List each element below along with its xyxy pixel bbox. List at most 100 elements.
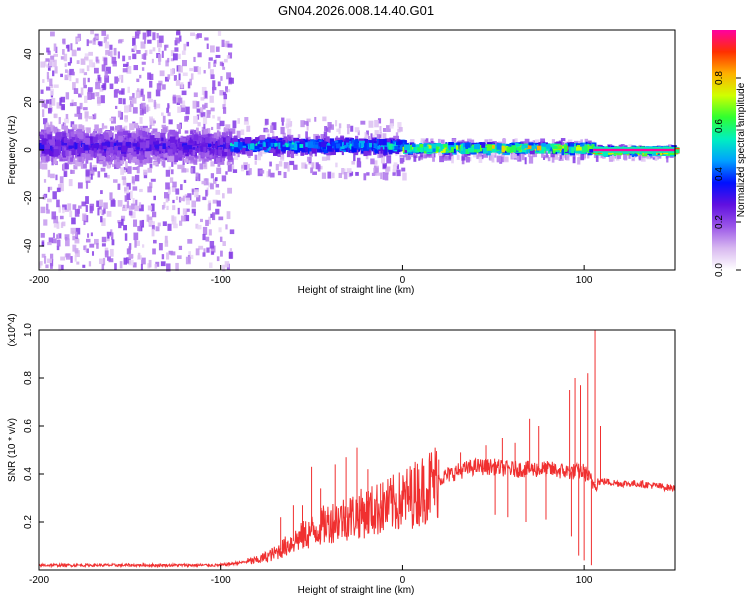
spectrogram-cell: [208, 57, 213, 61]
spectrogram-cell: [121, 218, 124, 226]
spectrogram-cell: [80, 162, 84, 169]
spectrogram-cell: [109, 83, 114, 90]
spectrogram-cell: [215, 142, 218, 149]
spectrogram-cell: [191, 135, 195, 140]
spectrogram-cell: [542, 155, 546, 160]
spectrogram-cell: [74, 248, 79, 254]
spectrogram-cell: [315, 146, 321, 153]
spectrogram-cell: [396, 169, 401, 177]
spectrogram-cell: [46, 128, 50, 134]
spectrogram-cell: [517, 153, 522, 162]
spectrogram-cell: [188, 140, 195, 147]
spectrogram-cell: [197, 52, 202, 58]
spectrogram-cell: [53, 146, 58, 150]
spectrogram-cell: [126, 135, 129, 143]
spectrogram-cell: [221, 62, 225, 67]
spectrogram-cell: [336, 128, 339, 132]
spectrogram-cell: [329, 124, 334, 130]
spectrogram-cell: [270, 125, 274, 133]
spectrogram-cell: [209, 262, 213, 268]
spectrogram-cell: [552, 145, 558, 149]
spectrogram-cell: [128, 253, 133, 259]
spectrogram-cell: [167, 193, 170, 201]
spectrogram-cell: [204, 152, 210, 157]
spectrogram-cell: [121, 152, 125, 157]
spectrogram-cell: [211, 141, 215, 148]
spectrogram-cell: [150, 135, 157, 142]
spectrogram-cell: [212, 199, 218, 204]
spectrogram-cell: [74, 254, 77, 262]
spectrogram-cell: [55, 132, 62, 140]
spectrogram-cell: [148, 259, 152, 268]
spectrogram-cell: [389, 137, 393, 141]
spectrogram-cell: [138, 155, 144, 160]
spectrogram-cell: [217, 81, 221, 87]
spectrogram-cell: [162, 221, 167, 227]
spectrogram-cell: [617, 152, 622, 159]
spectrogram-cell: [573, 152, 576, 160]
spectrogram-cell: [280, 117, 285, 122]
spectrogram-cell: [74, 160, 81, 167]
spectrogram-cell: [236, 130, 241, 139]
spectrogram-cell: [242, 142, 247, 146]
spectrogram-cell: [81, 157, 85, 164]
spectrogram-cell: [56, 234, 59, 239]
spectrogram-cell: [70, 157, 74, 162]
spectrogram-cell: [83, 245, 86, 251]
spectrogram-cell: [101, 64, 106, 72]
spectrogram-cell: [468, 147, 474, 153]
spectrogram-cell: [151, 228, 155, 237]
spectrogram-cell: [149, 118, 155, 126]
spectrogram-cell: [169, 177, 174, 183]
spectrogram-cell: [70, 227, 76, 234]
spectrogram-cell: [45, 264, 49, 269]
spectrogram-cell: [219, 61, 224, 66]
spectrogram-cell: [575, 146, 582, 151]
spectrogram-cell: [666, 155, 669, 163]
spectrogram-cell: [207, 133, 211, 137]
spectrogram-cell: [90, 30, 94, 35]
spectrogram-cell: [78, 93, 82, 98]
spectrogram-cell: [225, 143, 229, 148]
spectrogram-cell: [443, 144, 447, 148]
spectrogram-cell: [181, 50, 186, 55]
spectrogram-cell: [265, 129, 270, 133]
spectrogram-cell: [152, 32, 156, 41]
spectrogram-cell: [47, 198, 52, 203]
spectrogram-cell: [210, 149, 215, 153]
spectrogram-cell: [571, 147, 575, 154]
spectrogram-cell: [215, 46, 220, 52]
spectrogram-cell: [95, 81, 101, 90]
spectrogram-cell: [144, 156, 149, 164]
spectrogram-cell: [89, 165, 92, 171]
spectrogram-cell: [376, 134, 381, 141]
spectrogram-cell: [327, 121, 332, 129]
spectrogram-cell: [47, 186, 50, 193]
spectrogram-cell: [268, 169, 271, 177]
spectrogram-cell: [398, 127, 403, 132]
spectrogram-cell: [166, 205, 169, 211]
spectrogram-cell: [190, 130, 194, 135]
spectrogram-cell: [53, 53, 58, 57]
spectrogram-cell: [88, 116, 94, 120]
spectrogram-cell: [121, 145, 127, 153]
spectrogram-cell: [173, 160, 177, 165]
spectrogram-cell: [122, 140, 126, 146]
spectrogram-cell: [138, 204, 144, 212]
spectrogram-cell: [133, 65, 139, 71]
spectrogram-cell: [304, 145, 309, 152]
spectrogram-cell: [76, 60, 80, 64]
spectrogram-cell: [140, 41, 146, 49]
spectrogram-cell: [304, 164, 308, 169]
spectrogram-cell: [209, 153, 213, 158]
spectrogram-cell: [502, 138, 507, 147]
spectrogram-cell: [534, 144, 537, 149]
spectrogram-cell: [210, 138, 217, 142]
spectrogram-cell: [283, 162, 289, 169]
spectrogram-cell: [175, 37, 180, 44]
spectrogram-cell: [494, 141, 497, 146]
spectrogram-cell: [287, 128, 292, 137]
spectrogram-cell: [380, 172, 383, 180]
spectrogram-cell: [180, 184, 183, 191]
spectrogram-cell: [39, 99, 44, 103]
